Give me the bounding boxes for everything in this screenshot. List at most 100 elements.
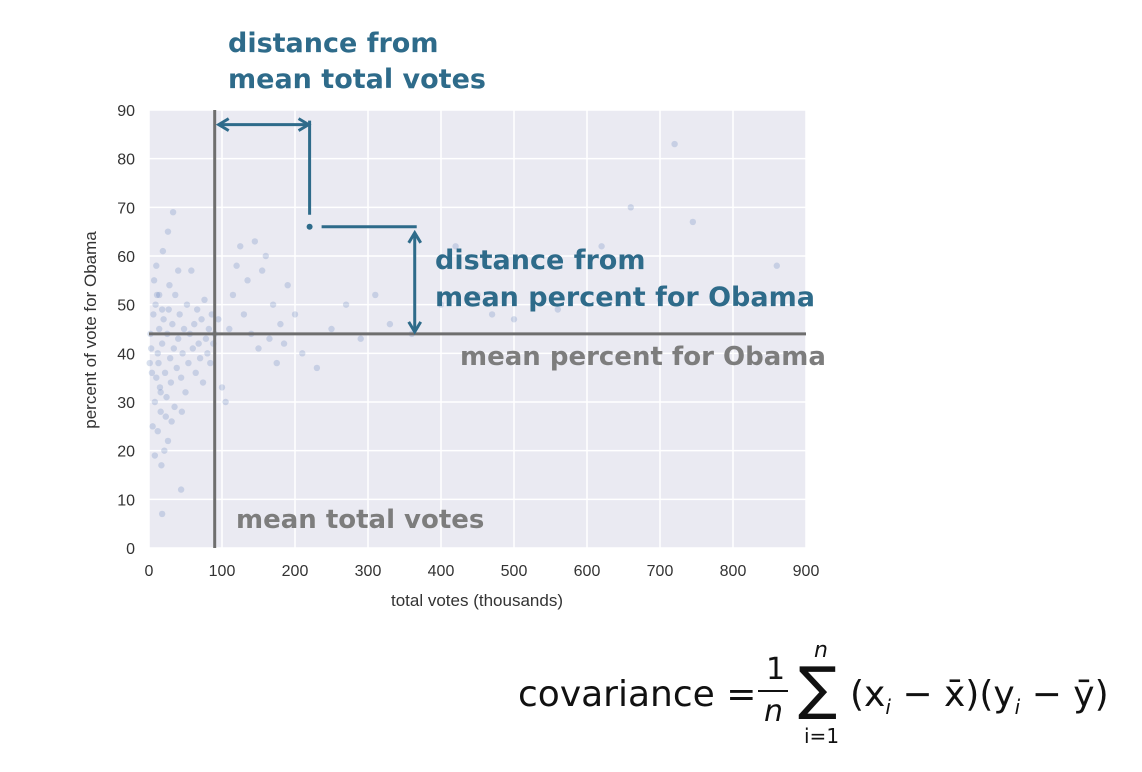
data-point [195, 340, 202, 347]
data-point [169, 209, 177, 216]
data-point [198, 316, 205, 323]
x-tick-label: 100 [209, 563, 236, 580]
y-tick-label: 90 [117, 103, 135, 120]
data-point [161, 369, 169, 376]
formula-lhs: covariance = [518, 674, 757, 715]
data-point [164, 228, 172, 235]
data-point [689, 218, 697, 226]
y-arrowhead-top [407, 229, 423, 244]
data-point [154, 428, 161, 435]
y-tick-label: 10 [117, 492, 135, 509]
data-point [192, 369, 199, 376]
data-point [166, 282, 173, 289]
highlight-point [306, 223, 313, 230]
mean-x-label: mean total votes [236, 505, 484, 535]
data-point [162, 413, 169, 420]
data-point [182, 389, 189, 396]
data-point [177, 486, 185, 493]
x-distance-label-line2: mean total votes [228, 64, 486, 95]
data-point [258, 267, 266, 274]
y-axis-label: percent of vote for Obama [81, 231, 100, 429]
data-point [452, 243, 459, 250]
data-point [222, 398, 229, 406]
y-tick-label: 60 [117, 249, 135, 266]
data-point [193, 306, 201, 313]
x-tick-label: 800 [720, 563, 747, 580]
data-point [179, 350, 186, 357]
data-point [251, 238, 259, 245]
x-tick-labels: 0 100 200 300 400 500 600 700 800 900 [145, 563, 820, 580]
data-point [386, 320, 394, 328]
x-tick-label: 300 [355, 563, 382, 580]
data-point [156, 384, 164, 391]
y-distance-label-line1: distance from [435, 245, 645, 276]
grid [148, 109, 807, 549]
data-point [177, 374, 185, 381]
sum-upper: n [814, 638, 828, 663]
sum-icon: ∑ [798, 654, 838, 722]
data-point [165, 306, 172, 313]
y-tick-label: 40 [117, 346, 135, 363]
covariance-formula: covariance = 1 n n ∑ i=1 (xi − x̄)(yi − … [518, 638, 1118, 750]
data-point [154, 350, 161, 357]
data-point [229, 291, 237, 299]
data-point [189, 345, 196, 352]
data-point [671, 140, 678, 148]
y-tick-label: 30 [117, 395, 135, 412]
formula-numerator: 1 [766, 652, 786, 687]
data-point [342, 301, 350, 308]
data-point [151, 452, 159, 459]
data-point [178, 408, 186, 415]
data-point [168, 418, 175, 425]
data-point [204, 350, 211, 357]
y-tick-label: 70 [117, 200, 135, 217]
data-point [175, 335, 182, 342]
y-tick-label: 80 [117, 152, 135, 169]
data-point [205, 325, 213, 333]
data-point [148, 369, 156, 376]
y-tick-label: 50 [117, 298, 135, 315]
data-point [166, 355, 174, 362]
data-point [153, 262, 160, 269]
data-point [277, 320, 284, 328]
y-arrowhead-bottom [407, 321, 423, 335]
data-point [773, 262, 780, 269]
data-point [176, 311, 183, 318]
mean-y-label: mean percent for Obama [460, 342, 826, 372]
data-point [313, 364, 321, 372]
data-point [156, 291, 163, 299]
formula-denominator: n [764, 694, 784, 729]
data-point [554, 306, 561, 313]
data-point [157, 389, 164, 396]
data-point [215, 316, 222, 323]
data-point [157, 408, 164, 415]
x-axis-label: total votes (thousands) [391, 591, 563, 610]
data-point [164, 437, 172, 445]
data-point [183, 301, 191, 308]
data-point [244, 277, 251, 284]
data-point [627, 204, 634, 211]
data-point [201, 296, 208, 303]
data-point [196, 355, 204, 362]
data-point [185, 359, 192, 367]
data-point [151, 398, 159, 406]
data-point [291, 311, 299, 318]
data-point [150, 277, 158, 284]
data-point [152, 301, 159, 308]
data-point [437, 301, 445, 308]
x-tick-label: 0 [145, 563, 154, 580]
data-point [488, 311, 496, 318]
data-point [147, 345, 155, 352]
y-distance-label-line2: mean percent for Obama [435, 282, 815, 313]
data-point [155, 359, 162, 367]
data-point [207, 359, 214, 367]
formula-body: (xi − x̄)(yi − ȳ) [850, 674, 1109, 720]
data-point [191, 320, 198, 328]
x-tick-label: 400 [428, 563, 455, 580]
sum-lower: i=1 [804, 724, 840, 748]
data-point [510, 316, 518, 323]
y-tick-label: 20 [117, 444, 135, 461]
data-point [158, 510, 166, 518]
cut-off-caption [0, 758, 520, 772]
